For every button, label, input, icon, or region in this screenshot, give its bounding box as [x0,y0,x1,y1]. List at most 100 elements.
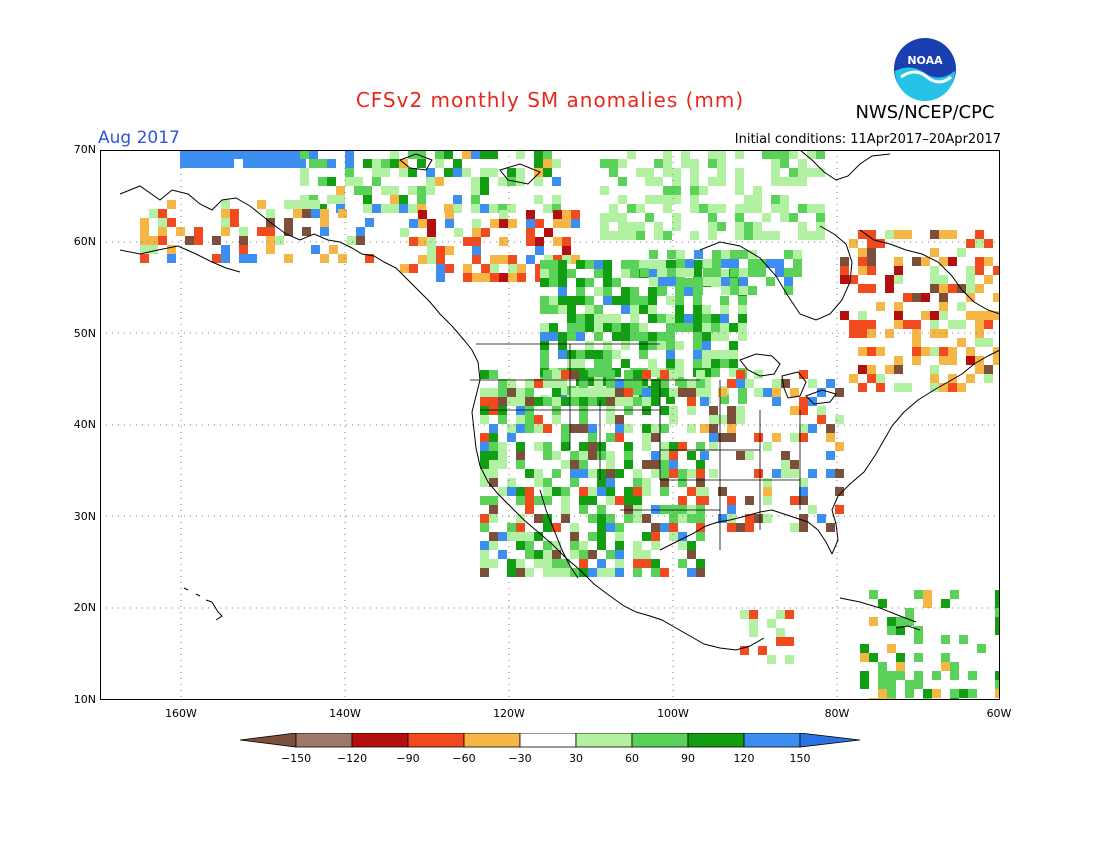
anomaly-cell [534,496,543,505]
anomaly-cell [790,406,799,415]
anomaly-cell [248,254,257,263]
anomaly-cell [798,222,807,231]
anomaly-cell [585,350,594,359]
anomaly-cell [690,186,699,195]
anomaly-cell [887,644,896,653]
noaa-logo-text: NOAA [907,54,943,67]
lat-label-70n: 70N [73,143,96,156]
anomaly-cell [463,264,472,273]
anomaly-cell [648,296,657,305]
anomaly-cell [867,320,876,329]
anomaly-cell [149,209,158,218]
anomaly-cell [588,568,597,577]
anomaly-cell [738,314,747,323]
anomaly-cell [300,177,309,186]
anomaly-cell [594,287,603,296]
anomaly-cell [400,228,409,237]
anomaly-cell [702,359,711,368]
anomaly-cell [921,293,930,302]
anomaly-cell [552,568,561,577]
anomaly-cell [669,370,678,379]
anomaly-cell [543,523,552,532]
anomaly-cell [600,231,609,240]
anomaly-cell [660,424,669,433]
anomaly-cell [363,195,372,204]
anomaly-cell [561,460,570,469]
anomaly-cell [930,383,939,392]
anomaly-cell [775,268,784,277]
anomaly-cell [684,323,693,332]
anomaly-cell [480,150,489,159]
anomaly-cell [567,323,576,332]
anomaly-cell [558,386,567,395]
anomaly-cell [585,314,594,323]
anomaly-cell [975,257,984,266]
anomaly-cell [930,311,939,320]
anomaly-cell [867,239,876,248]
anomaly-cell [675,287,684,296]
state-borders [470,343,801,550]
anomaly-cell [480,559,489,568]
anomaly-cell [717,177,726,186]
anomaly-cell [642,388,651,397]
anomaly-cell [729,323,738,332]
anomaly-cell [633,478,642,487]
anomaly-cell [600,186,609,195]
anomaly-cell [720,269,729,278]
anomaly-cell [585,323,594,332]
anomaly-cell [624,451,633,460]
anomaly-cell [966,275,975,284]
anomaly-cell [489,150,498,159]
anomaly-cell [666,296,675,305]
anomaly-cell [816,168,825,177]
anomaly-cell [781,379,790,388]
anomaly-cell [772,469,781,478]
anomaly-cell [720,395,729,404]
anomaly-cell [648,332,657,341]
anomaly-cell [149,245,158,254]
anomaly-cell [950,590,959,599]
anomaly-cell [957,320,966,329]
anomaly-cell [327,159,336,168]
anomaly-cell [558,377,567,386]
anomaly-cell [727,406,736,415]
anomaly-cell [480,478,489,487]
anomaly-cell [785,655,794,664]
anomaly-cell [727,496,736,505]
anomaly-cell [516,487,525,496]
anomaly-cell [540,296,549,305]
anomaly-cell [767,619,776,628]
anomaly-cell [372,204,381,213]
anomaly-cell [516,442,525,451]
anomaly-cell [381,168,390,177]
anomaly-cell [549,278,558,287]
anomaly-cell [570,550,579,559]
anomaly-cell [543,478,552,487]
anomaly-cell [676,250,685,259]
anomaly-cell [711,314,720,323]
anomaly-cell [666,350,675,359]
anomaly-cell [771,177,780,186]
anomaly-cell [408,186,417,195]
anomaly-cell [594,314,603,323]
anomaly-cell [948,383,957,392]
anomaly-cell [630,386,639,395]
anomaly-cell [790,496,799,505]
anomaly-cell [763,478,772,487]
anomaly-cell [588,496,597,505]
anomaly-cell [480,460,489,469]
anomaly-cell [517,264,526,273]
anomaly-cell [633,469,642,478]
anomaly-cell [588,388,597,397]
anomaly-cell [799,397,808,406]
anomaly-cell [745,496,754,505]
anomaly-cell [372,168,381,177]
anomaly-cell [212,236,221,245]
anomaly-cell [975,338,984,347]
anomaly-cell [338,254,347,263]
anomaly-cell [534,159,543,168]
anomaly-cell [417,186,426,195]
anomaly-cell [612,314,621,323]
anomaly-cell [736,451,745,460]
anomaly-cell [630,296,639,305]
